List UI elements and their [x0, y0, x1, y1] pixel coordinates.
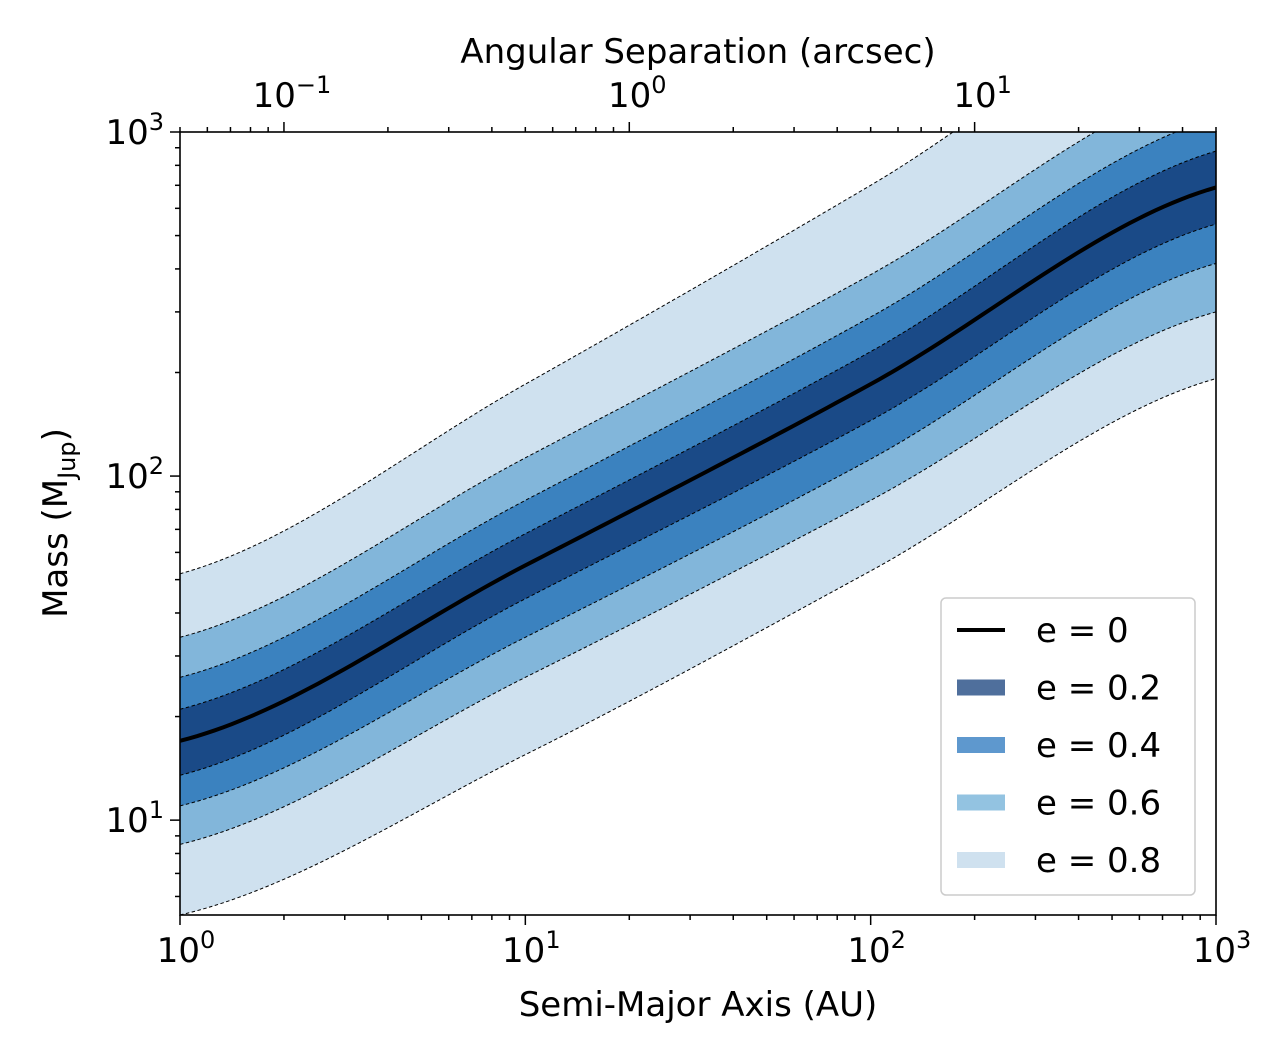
- legend-label: e = 0.6: [1036, 784, 1161, 824]
- band-02: [180, 151, 1216, 776]
- legend-box: [940, 597, 1196, 896]
- tick-label-group: 100 101 102 103 101 102 103 10−1 100 101: [105, 71, 1251, 971]
- top-x-axis-label: Angular Separation (arcsec): [460, 32, 935, 72]
- top-tick-label: 100: [608, 71, 667, 116]
- band-group: [180, 132, 1216, 915]
- y-axis-label-main: Mass (M: [36, 479, 76, 618]
- legend-entries: e = 0 e = 0.2 e = 0.4 e = 0.6 e = 0.8: [957, 611, 1161, 881]
- band-boundary-line: [180, 132, 1178, 678]
- legend-label: e = 0: [1036, 611, 1129, 651]
- y-tick-label: 102: [105, 452, 164, 497]
- y-axis-label-close: ): [36, 428, 76, 441]
- band-boundary-line: [180, 378, 1216, 915]
- top-tick-label: 101: [953, 71, 1012, 116]
- x-tick-label: 100: [157, 926, 216, 971]
- band-boundary-line: [180, 132, 1096, 638]
- legend-label: e = 0.2: [1036, 669, 1161, 709]
- x-tick-label: 101: [502, 926, 561, 971]
- x-axis-label: Semi-Major Axis (AU): [519, 985, 878, 1025]
- legend-label: e = 0.8: [1036, 841, 1161, 881]
- legend-label: e = 0.4: [1036, 726, 1161, 766]
- y-axis-label: Mass (MJup): [36, 428, 81, 618]
- legend-swatch: [957, 852, 1005, 868]
- band-boundary-line: [180, 150, 1216, 710]
- e0-line: [180, 185, 1216, 743]
- x-tick-label: 102: [847, 926, 906, 971]
- legend-swatch: [957, 679, 1005, 696]
- boundary-group: [180, 132, 1216, 915]
- y-axis-label-sub: Jup: [53, 441, 81, 481]
- top-tick-label: 10−1: [253, 71, 332, 116]
- legend-swatch: [957, 794, 1005, 811]
- legend-swatch: [957, 737, 1005, 753]
- tick-group: [170, 122, 1217, 925]
- plot-frame: [179, 131, 1217, 916]
- y-tick-label: 103: [105, 108, 164, 153]
- x-tick-label: 103: [1193, 926, 1252, 971]
- band-boundary-line: [180, 223, 1216, 776]
- band-boundary-line: [180, 262, 1216, 807]
- svg-text:Mass (MJup): Mass (MJup): [36, 428, 81, 618]
- center-line-group: [180, 185, 1216, 743]
- legend: e = 0 e = 0.2 e = 0.4 e = 0.6 e = 0.8: [940, 597, 1196, 896]
- band-boundary-line: [180, 311, 1216, 845]
- y-tick-label: 101: [105, 796, 164, 841]
